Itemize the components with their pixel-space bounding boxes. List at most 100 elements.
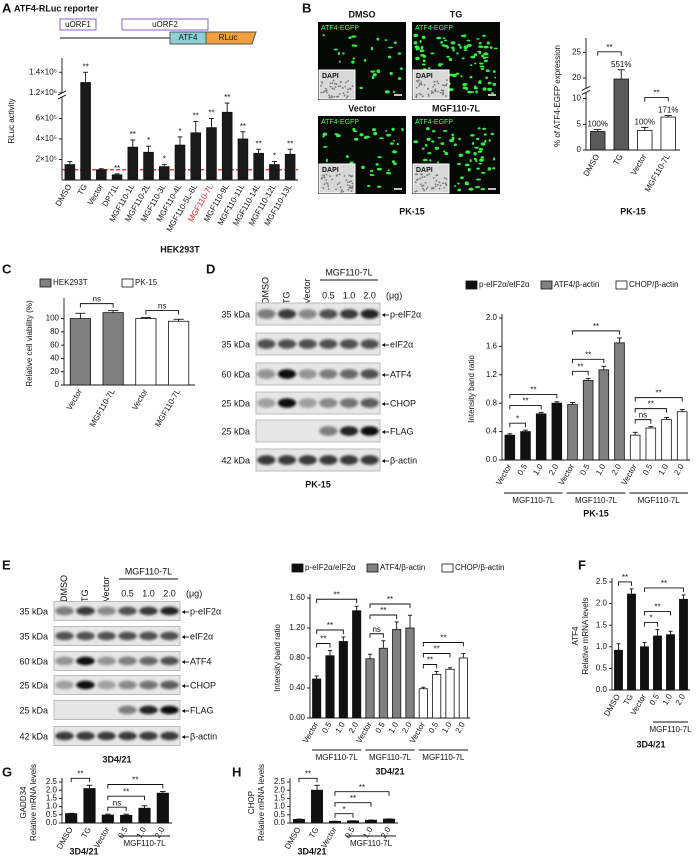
x-tick-label: 0.5 (320, 720, 334, 735)
group-label: MGF110-7L (512, 496, 555, 505)
nucleus (332, 79, 335, 82)
significance-label: ** (193, 112, 199, 121)
bar (598, 369, 610, 461)
significance-label: * (178, 127, 181, 136)
x-tick-label: 2.0 (672, 462, 686, 477)
legend-label: PK-15 (135, 278, 158, 287)
significance-bracket (79, 303, 114, 308)
cell-signal (451, 133, 455, 136)
significance-label: ** (427, 656, 433, 665)
panel-letter: H (232, 764, 241, 779)
nucleus (435, 179, 438, 182)
significance-label: ** (114, 164, 120, 173)
nucleus (329, 175, 331, 178)
significance-label: ** (656, 389, 662, 398)
cell-signal (365, 135, 370, 139)
y-tick-label: 2.0 (486, 313, 498, 322)
size-label: 25 kDa (221, 398, 250, 408)
cell-signal (478, 51, 482, 55)
cell-signal (482, 56, 487, 59)
nucleus (445, 83, 448, 85)
bar (312, 678, 322, 719)
cell-signal (458, 153, 463, 157)
nucleus (344, 85, 346, 88)
cell-signal (475, 137, 480, 141)
cell-signal (446, 55, 450, 58)
cell-signal (460, 75, 463, 78)
significance-bracket (634, 419, 652, 424)
y-tick-label: 2.5 (46, 777, 58, 786)
bar (614, 342, 625, 461)
nucleus (327, 188, 330, 190)
x-axis-label: PK-15 (620, 206, 646, 216)
nucleus (414, 190, 416, 193)
lane-label: 2.0 (363, 290, 376, 300)
nucleus (341, 87, 344, 89)
significance-bracket (597, 51, 622, 56)
nucleus (441, 89, 444, 92)
cell-signal (376, 167, 382, 171)
bar (102, 312, 124, 386)
nucleus (325, 91, 328, 94)
cell-signal (473, 53, 478, 57)
nucleus (333, 88, 335, 90)
cell-signal (351, 60, 355, 64)
y-tick-label: 0.0 (274, 818, 286, 827)
cell-line-label: 3D4/21 (102, 754, 131, 764)
blot-band (360, 309, 379, 319)
legend-swatch (441, 563, 454, 573)
cell-signal (478, 162, 482, 165)
nucleus (329, 85, 332, 88)
nucleus (342, 92, 345, 95)
cell-signal (413, 41, 418, 45)
nucleus (421, 185, 423, 187)
lane-group-label: MGF110-7L (125, 566, 172, 576)
significance-bracket (316, 629, 344, 634)
cell-signal (453, 143, 457, 147)
nucleus (433, 83, 436, 86)
y-axis-label: Intensity band ratio (467, 355, 476, 423)
y-tick-label: 100 (46, 314, 60, 323)
nucleus (436, 174, 439, 176)
cell-signal (463, 46, 468, 50)
y-axis-label: RLuc activity (7, 98, 16, 143)
blot-band (97, 731, 116, 741)
cell-signal (420, 54, 425, 57)
y-tick-label: 1.2×10⁶ (29, 88, 57, 97)
nucleus (346, 95, 349, 98)
bar (311, 789, 323, 824)
nucleus (343, 175, 346, 177)
y-tick-label: 2.0 (596, 599, 608, 608)
significance-bracket (369, 603, 411, 608)
blot-band (97, 680, 116, 690)
cell-signal (351, 35, 357, 38)
image-label: Vector (348, 103, 376, 113)
cell-signal (353, 137, 359, 141)
significance-label: ** (593, 322, 599, 331)
blot-band (277, 339, 297, 349)
blot-arrowhead (382, 373, 385, 377)
cell-signal (489, 46, 493, 49)
cell-signal (443, 150, 446, 153)
cell-signal (485, 69, 490, 73)
y-tick-label: 20 (572, 73, 581, 82)
lane-label: Vector (101, 576, 111, 602)
lane-label: TG (281, 292, 291, 305)
significance-bracket (422, 642, 464, 647)
nucleus (350, 180, 353, 183)
cell-signal (462, 83, 466, 86)
blot-strip (255, 419, 381, 443)
x-axis-label: 3D4/21 (69, 846, 98, 856)
x-tick-label: 0.5 (648, 692, 662, 707)
cell-signal (322, 132, 328, 136)
bar (445, 668, 455, 719)
size-label: 60 kDa (221, 369, 250, 379)
significance-label: ** (622, 573, 628, 582)
cell-signal (470, 55, 476, 59)
cell-signal (469, 159, 472, 163)
cell-signal (399, 67, 403, 70)
nucleus (331, 178, 334, 181)
nucleus (426, 186, 429, 189)
nucleus (427, 95, 430, 97)
cell-signal (348, 36, 352, 39)
